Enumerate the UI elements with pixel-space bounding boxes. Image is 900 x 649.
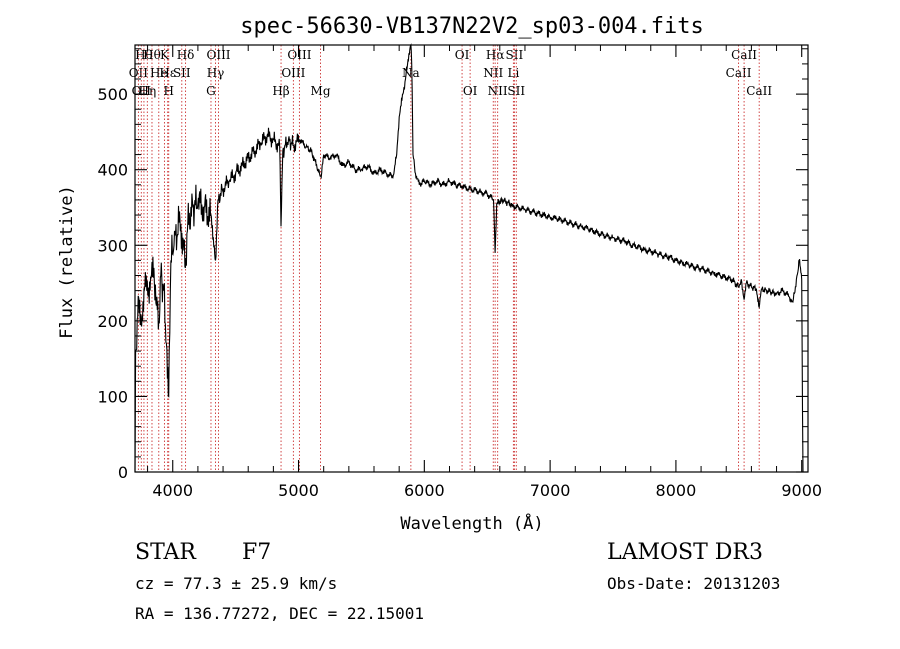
line-marker-label: NII	[488, 84, 508, 98]
y-tick-label: 400	[97, 161, 128, 180]
line-marker-label: H	[163, 84, 173, 98]
x-tick-label: 4000	[152, 481, 193, 500]
x-tick-label: 9000	[781, 481, 822, 500]
line-marker-label: Hε	[159, 66, 176, 80]
y-tick-label: 200	[97, 312, 128, 331]
x-axis-label: Wavelength (Å)	[400, 512, 543, 534]
line-marker-label: Na	[402, 66, 420, 80]
line-marker-label: Li	[507, 66, 519, 80]
line-marker-label: OI	[455, 48, 470, 62]
line-marker-label: SII	[507, 84, 525, 98]
plot-frame	[134, 44, 809, 473]
chart-title: spec-56630-VB137N22V2_sp03-004.fits	[240, 14, 704, 39]
survey-name: LAMOST DR3	[607, 540, 763, 565]
object-subclass: F7	[242, 540, 272, 565]
line-marker-label: CaII	[726, 66, 752, 80]
line-marker-label: Hα	[486, 48, 505, 62]
y-axis-label: Flux (relative)	[57, 185, 77, 339]
line-marker-label: G	[206, 84, 216, 98]
line-marker-label: OII	[129, 66, 149, 80]
line-marker-label: Hγ	[207, 66, 225, 80]
x-tick-label: 5000	[278, 481, 319, 500]
y-tick-label: 100	[97, 387, 128, 406]
line-marker-label: CaII	[731, 48, 757, 62]
observation-date: Obs-Date: 20131203	[607, 574, 781, 593]
line-marker-label: Hθ	[143, 48, 161, 62]
coordinates: RA = 136.77272, DEC = 22.15001	[135, 604, 424, 623]
x-tick-label: 8000	[656, 481, 697, 500]
line-marker-label: Hη	[138, 84, 156, 98]
y-tick-label: 300	[97, 236, 128, 255]
line-marker-label: CaII	[746, 84, 772, 98]
line-marker-label: Hθ	[135, 48, 153, 62]
line-marker-label: K	[160, 48, 170, 62]
line-marker-label: He	[150, 66, 168, 80]
x-tick-label: 7000	[530, 481, 571, 500]
line-marker-label: OI	[463, 84, 478, 98]
spectrum-line	[134, 43, 804, 473]
y-tick-label: 500	[97, 85, 128, 104]
emission-line-markers: OIIOIIHθHηHθHeKHεHSIIHδGHγOIIIHβOIIIOIII…	[129, 45, 772, 472]
line-marker-label: Hδ	[177, 48, 195, 62]
line-marker-label: OIII	[281, 66, 305, 80]
line-marker-label: SII	[173, 66, 191, 80]
line-marker-label: SII	[506, 48, 524, 62]
line-marker-label: NII	[483, 66, 503, 80]
line-marker-label: Hβ	[272, 84, 289, 98]
redshift-value: cz = 77.3 ± 25.9 km/s	[135, 574, 338, 593]
line-marker-label: Mg	[311, 84, 331, 98]
object-class: STAR	[135, 540, 196, 565]
y-tick-label: 0	[118, 463, 128, 482]
x-tick-label: 6000	[404, 481, 445, 500]
line-marker-label: OIII	[287, 48, 311, 62]
line-marker-label: OIII	[206, 48, 230, 62]
axis-ticks: 4000 5000 6000 7000 8000 9000 0 100 200 300 400 500	[97, 45, 822, 500]
